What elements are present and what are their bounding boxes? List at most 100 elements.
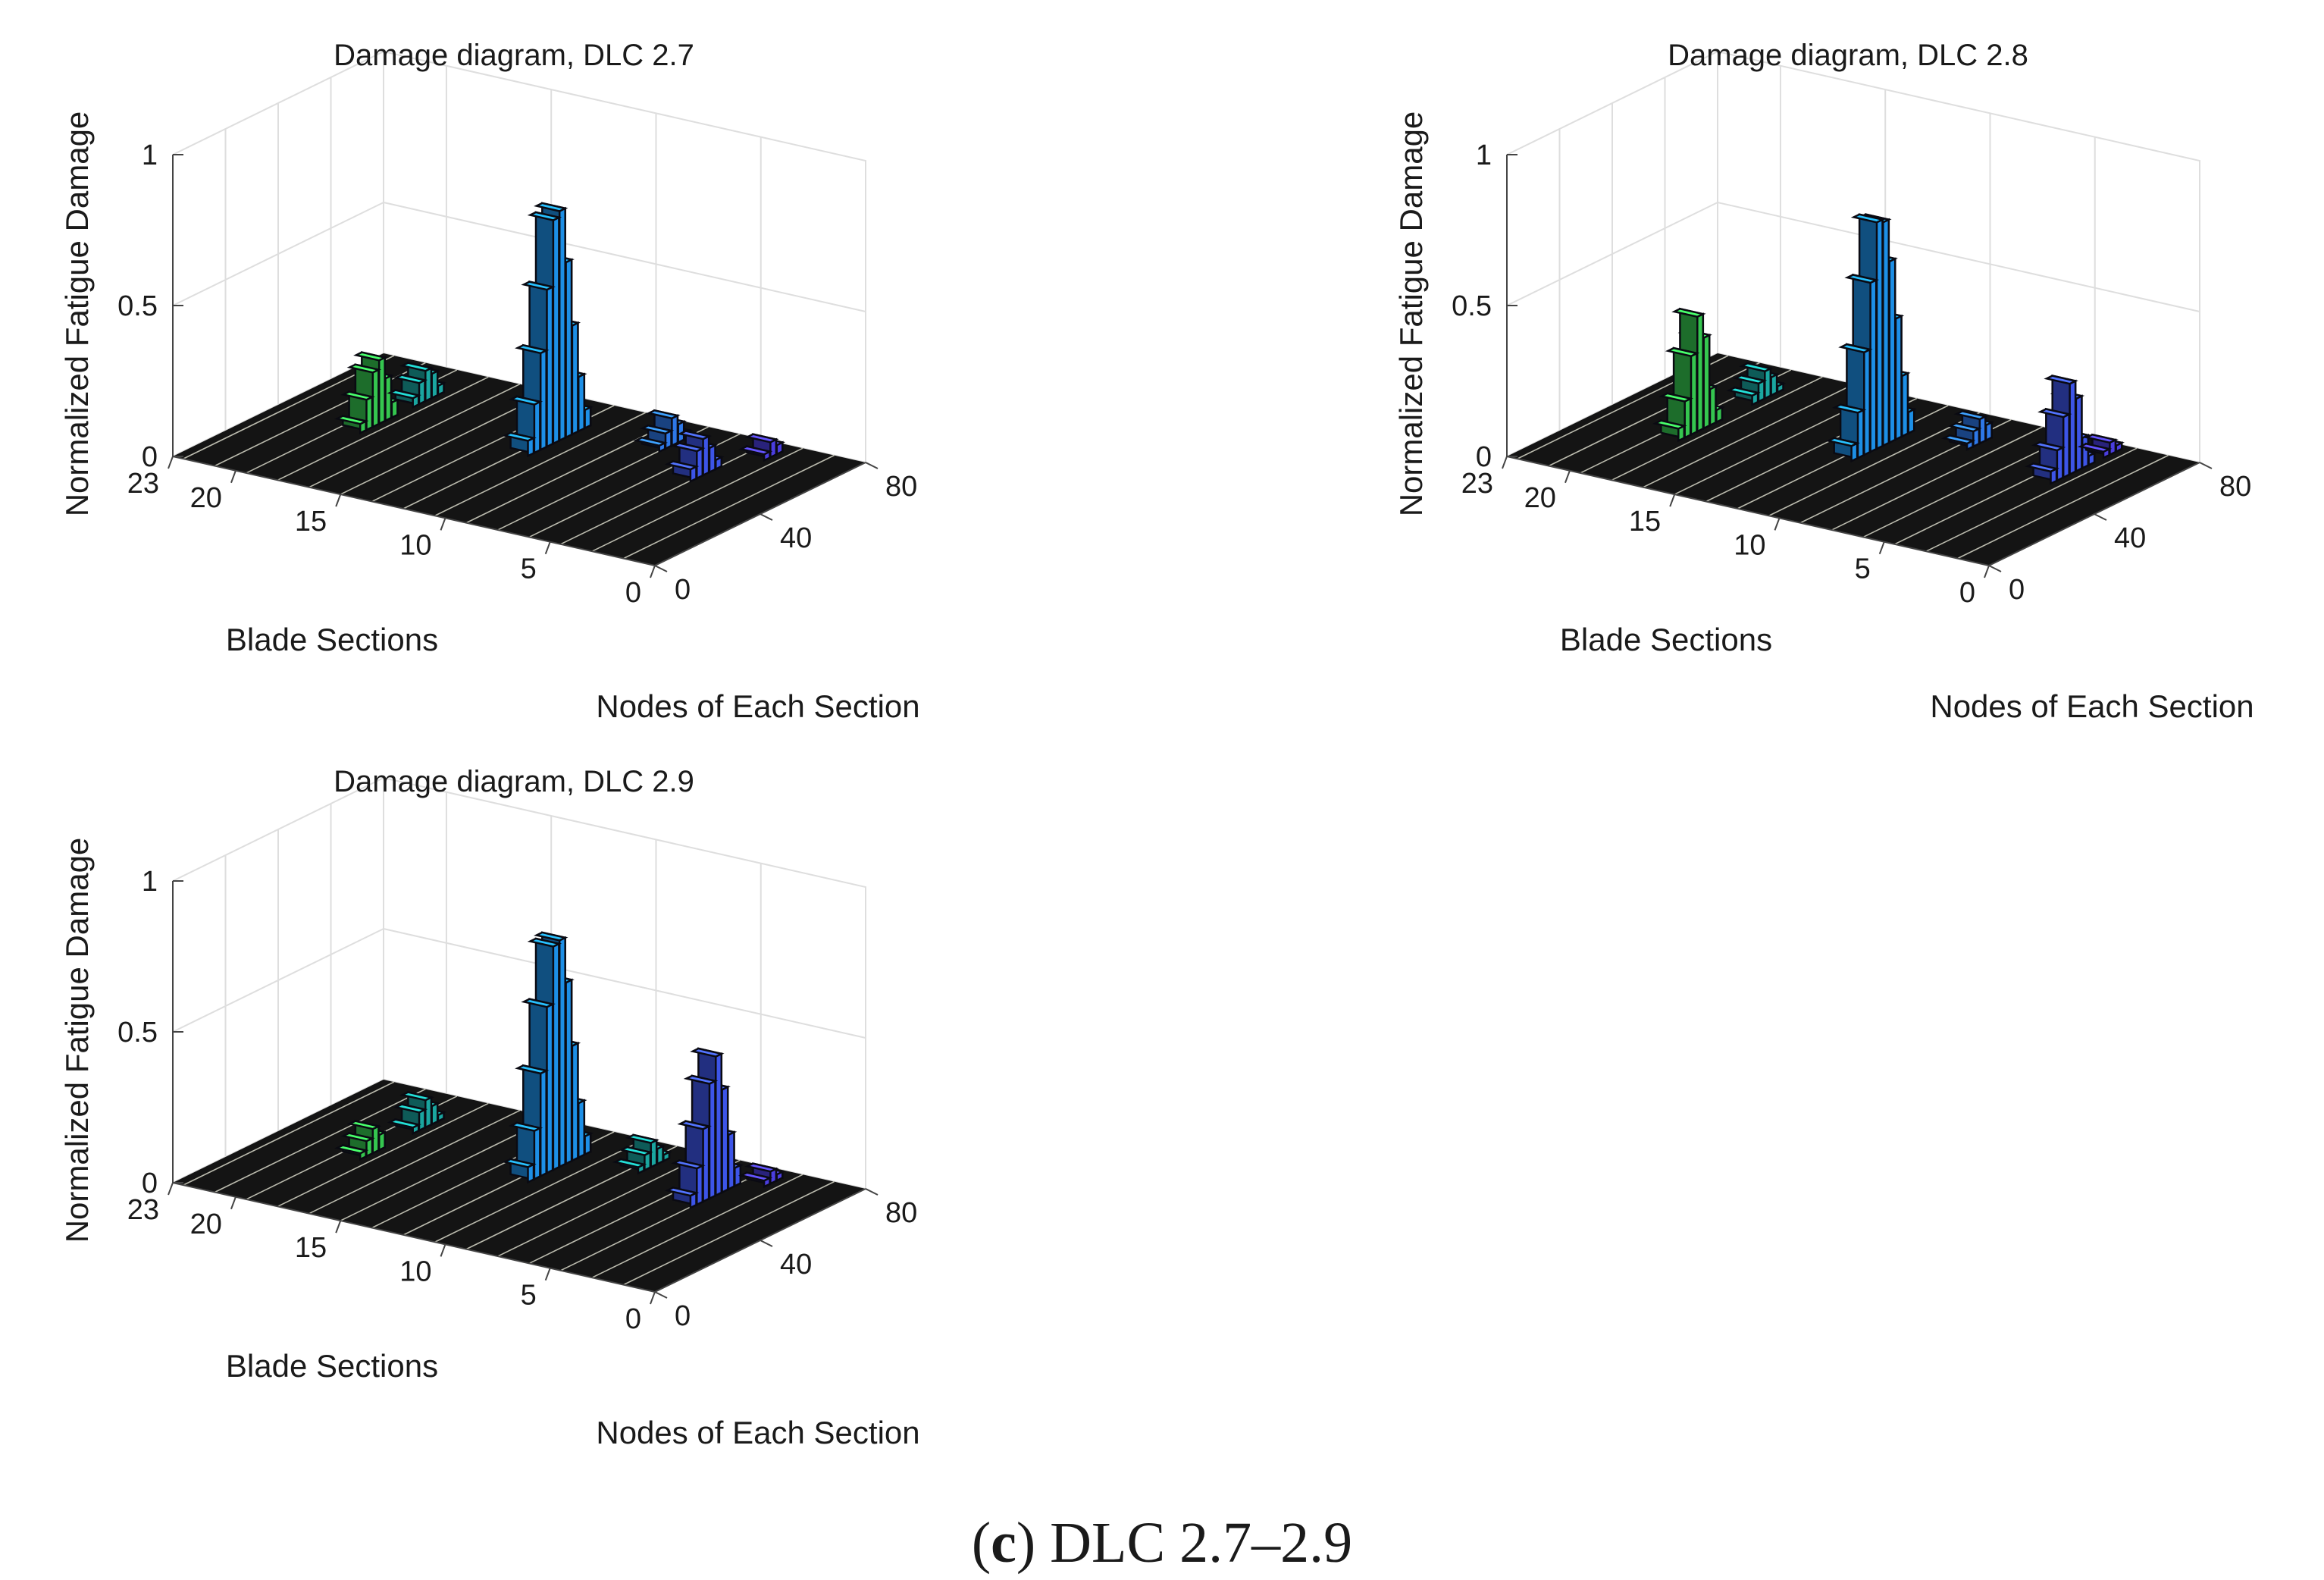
node-tick-mark xyxy=(1988,565,2002,572)
bar xyxy=(2077,442,2113,459)
bar-top xyxy=(387,389,421,400)
floor xyxy=(173,353,866,566)
bar-front xyxy=(1875,218,1884,450)
z-axis-label: Normalized Fatigue Damage xyxy=(59,111,95,517)
floor-stripe xyxy=(560,440,772,545)
section-tick-mark xyxy=(440,518,446,531)
bar-group xyxy=(1940,409,1995,451)
bar xyxy=(334,1144,369,1161)
bar-group xyxy=(1726,362,1787,406)
bar-top xyxy=(738,445,773,456)
bar-group xyxy=(612,1133,672,1175)
bar-top xyxy=(2084,433,2119,444)
floor-stripe xyxy=(434,1138,647,1243)
section-axis-line xyxy=(172,456,656,566)
bar-front xyxy=(533,1126,541,1181)
bar-front xyxy=(565,258,573,439)
section-tick-label: 0 xyxy=(625,577,641,609)
bar xyxy=(387,389,421,409)
bar-top xyxy=(334,1144,369,1155)
bar-top xyxy=(633,436,668,447)
z-tick-label: 0.5 xyxy=(117,290,158,322)
bar-front xyxy=(546,1002,554,1175)
bar-group xyxy=(502,931,594,1184)
bar xyxy=(2025,462,2059,485)
bar-top xyxy=(399,1091,434,1102)
section-tick-label: 15 xyxy=(295,506,327,538)
bar-top xyxy=(612,1158,647,1168)
bar-front xyxy=(571,1041,579,1162)
node-tick-mark xyxy=(654,565,668,572)
node-tick-mark xyxy=(865,462,879,469)
floor-stripe xyxy=(1548,362,1760,467)
figure-caption: (c) DLC 2.7–2.9 xyxy=(972,1511,1352,1575)
bar-top xyxy=(2077,442,2113,453)
floor-stripe xyxy=(309,1109,521,1215)
section-tick-label: 20 xyxy=(190,1209,222,1240)
bar-top xyxy=(508,1121,543,1132)
bar-top xyxy=(619,1146,653,1156)
bar-group xyxy=(1825,213,1917,463)
section-tick-mark xyxy=(230,1196,236,1210)
floor-plane xyxy=(173,353,866,566)
caption-label: c xyxy=(991,1511,1016,1575)
bar-top xyxy=(521,281,556,291)
bar-top xyxy=(677,430,712,440)
bar-front xyxy=(384,374,393,422)
bar-front xyxy=(365,395,374,431)
bar-top xyxy=(1947,422,1982,433)
bar-front xyxy=(1863,347,1871,457)
node-tick-label: 40 xyxy=(2114,522,2146,554)
bar-front xyxy=(2056,446,2064,482)
section-tick-mark xyxy=(650,565,656,578)
node-axis-label: Nodes of Each Section xyxy=(596,688,919,724)
bar xyxy=(612,1158,647,1175)
section-tick-mark xyxy=(168,1182,174,1196)
bar-top xyxy=(340,1132,375,1143)
bar-top xyxy=(340,390,375,401)
bar-front xyxy=(708,444,716,474)
bar-front xyxy=(2062,412,2070,479)
bar-top xyxy=(1671,307,1706,318)
bar-front xyxy=(424,1096,433,1129)
bar-front xyxy=(552,942,560,1171)
bar-front xyxy=(552,215,560,445)
bar-top xyxy=(527,937,562,948)
bar-top xyxy=(1658,392,1693,403)
floor-stripe xyxy=(1957,454,2169,560)
bar-front xyxy=(721,1085,729,1194)
bar-top xyxy=(534,931,568,942)
bar-front xyxy=(1888,257,1896,444)
z-tick-label: 0.5 xyxy=(1452,290,1492,322)
bar-top xyxy=(744,1162,779,1173)
section-tick-label: 0 xyxy=(1959,577,1975,609)
bar-top xyxy=(646,409,681,420)
bar-top xyxy=(664,460,700,471)
bar xyxy=(664,1186,700,1209)
chart-title: Damage diagram, DLC 2.7 xyxy=(334,39,694,72)
section-tick-mark xyxy=(230,470,236,484)
z-gridline xyxy=(172,201,866,312)
bar-top xyxy=(393,374,428,384)
bar-top xyxy=(515,343,550,355)
node-tick-label: 40 xyxy=(780,1249,812,1281)
chart-title: Damage diagram, DLC 2.9 xyxy=(334,765,694,798)
bar-front xyxy=(565,978,573,1165)
bar-front xyxy=(650,1138,658,1169)
node-tick-label: 40 xyxy=(780,522,812,554)
section-axis-line xyxy=(1506,456,1990,566)
bar-front xyxy=(708,1079,716,1200)
z-axis-label: Normalized Fatigue Damage xyxy=(59,838,95,1243)
bar-top xyxy=(508,395,543,406)
bar-top xyxy=(1665,346,1700,358)
floor-stripe xyxy=(1831,426,2043,531)
bar-front xyxy=(371,368,380,428)
bar-front xyxy=(1894,314,1903,441)
bar xyxy=(1726,386,1761,406)
bar-front xyxy=(1978,415,1987,445)
bar-front xyxy=(2069,379,2077,476)
grid-walls xyxy=(1506,50,2200,464)
bar-top xyxy=(1844,274,1880,284)
bar-top xyxy=(1732,374,1768,385)
